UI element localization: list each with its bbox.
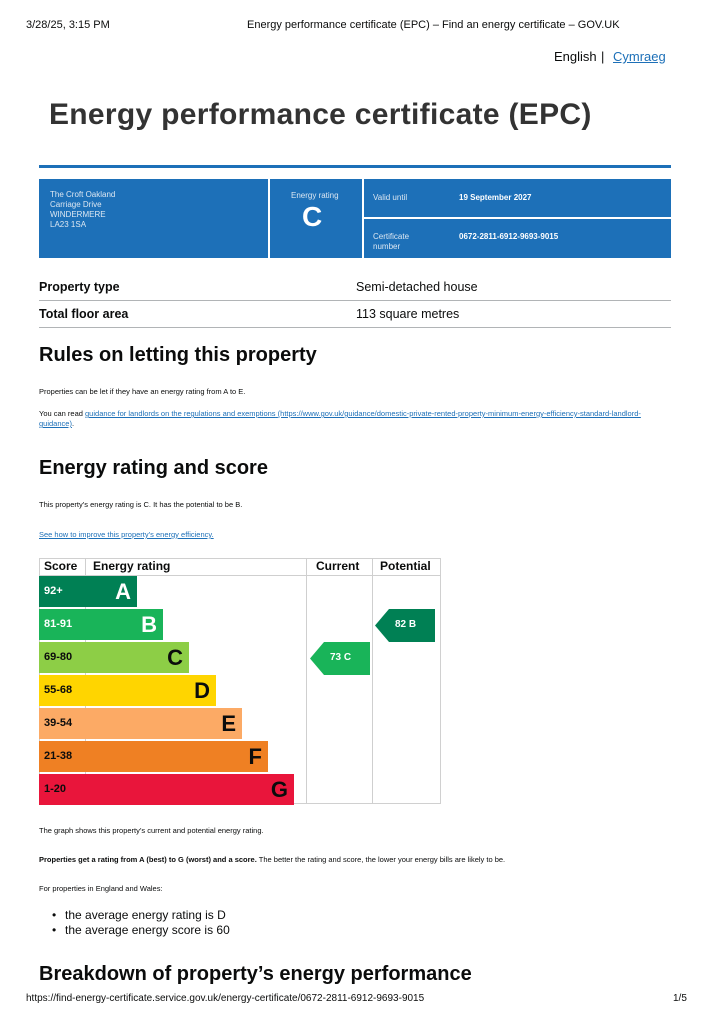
band-letter: D (194, 678, 210, 703)
chart-column-divider (306, 558, 307, 804)
band-letter: C (167, 645, 183, 670)
summary-divider (364, 217, 671, 219)
address-line: Carriage Drive (50, 200, 102, 209)
print-page-title: Energy performance certificate (EPC) – F… (247, 19, 620, 31)
address-line: The Croft Oakland (50, 190, 116, 199)
address-line: LA23 1SA (50, 220, 87, 229)
rating-intro: This property’s energy rating is C. It h… (39, 500, 243, 509)
property-type-value: Semi-detached house (356, 280, 478, 294)
energy-rating-heading: Energy rating and score (39, 457, 268, 479)
chart-caption: The graph shows this property’s current … (39, 826, 264, 835)
row-divider (39, 327, 671, 328)
landlord-guidance-paragraph: You can read guidance for landlords on t… (39, 409, 659, 429)
potential-rating-indicator: 82 B (375, 609, 435, 642)
language-english: English (554, 49, 597, 64)
rating-band-g: 1-20 G (39, 774, 294, 805)
landlord-guidance-link[interactable]: guidance for landlords on the regulation… (39, 409, 641, 428)
property-type-label: Property type (39, 280, 120, 294)
england-wales-label: For properties in England and Wales: (39, 884, 163, 893)
print-datetime: 3/28/25, 3:15 PM (26, 19, 110, 31)
guidance-link-url[interactable]: (https://www.gov.uk/guidance/domestic-pr… (39, 409, 641, 428)
potential-rating-indicator-label: 82 B (395, 619, 417, 630)
rating-band-b: 81-91 B (39, 609, 163, 640)
energy-rating-label: Energy rating (291, 191, 339, 200)
energy-rating-value: C (302, 201, 323, 232)
page-title: Energy performance certificate (EPC) (49, 98, 592, 131)
chart-header-current: Current (316, 559, 360, 573)
rating-band-c: 69-80 C (39, 642, 189, 673)
chart-header-rating: Energy rating (93, 559, 171, 573)
footer-url: https://find-energy-certificate.service.… (26, 993, 425, 1004)
band-letter: B (141, 612, 157, 637)
rating-band-d: 55-68 D (39, 675, 216, 706)
current-rating-indicator-arrow (310, 642, 370, 675)
row-divider (39, 300, 671, 301)
band-score-range: 69-80 (44, 651, 73, 663)
improve-efficiency-link[interactable]: See how to improve this property’s energ… (39, 530, 214, 539)
rating-explanation: Properties get a rating from A (best) to… (39, 855, 505, 864)
chart-column-divider (372, 558, 373, 804)
epc-summary-box: The Croft Oakland Carriage Drive WINDERM… (39, 179, 671, 258)
chart-header-divider (39, 575, 441, 576)
certificate-number-label: Certificate number (373, 232, 410, 251)
energy-rating-chart: Score Energy rating Current Potential 92… (39, 558, 441, 805)
rating-band-e: 39-54 E (39, 708, 242, 739)
band-score-range: 21-38 (44, 750, 73, 762)
language-welsh-link[interactable]: Cymraeg (613, 49, 666, 64)
letting-paragraph: Properties can be let if they have an en… (39, 387, 246, 396)
chart-header-score: Score (44, 559, 78, 573)
band-score-range: 92+ (44, 585, 63, 597)
guidance-prefix: You can read (39, 409, 86, 418)
rating-explanation-rest: The better the rating and score, the low… (256, 855, 506, 864)
floor-area-label: Total floor area (39, 307, 129, 321)
address-line: WINDERMERE (50, 210, 106, 219)
potential-rating-indicator-arrow-shape (375, 609, 435, 642)
current-rating-indicator-label: 73 C (330, 652, 352, 663)
current-rating-indicator: 73 C (310, 642, 370, 675)
property-address: The Croft Oakland Carriage Drive WINDERM… (50, 190, 115, 230)
guidance-link-text[interactable]: guidance for landlords on the regulation… (85, 409, 276, 418)
summary-divider (268, 179, 270, 258)
band-score-range: 55-68 (44, 684, 73, 696)
band-letter: A (115, 579, 131, 604)
rating-band-a: 92+ A (39, 576, 137, 607)
rating-band-f: 21-38 F (39, 741, 268, 772)
band-score-range: 81-91 (44, 618, 73, 630)
letting-heading: Rules on letting this property (39, 344, 317, 366)
list-item: the average energy score is 60 (39, 923, 230, 938)
band-score-range: 1-20 (44, 783, 67, 795)
certificate-number-value: 0672-2811-6912-9693-9015 (459, 232, 559, 241)
band-letter: F (248, 744, 262, 769)
averages-list: the average energy rating is D the avera… (39, 908, 230, 938)
valid-until-label: Valid until (373, 193, 408, 202)
current-rating-indicator-arrow-shape (310, 642, 370, 675)
floor-area-value: 113 square metres (356, 307, 460, 321)
band-score-range: 39-54 (44, 717, 73, 729)
language-separator: | (601, 49, 605, 64)
band-letter: G (270, 777, 288, 802)
valid-until-value: 19 September 2027 (459, 193, 532, 202)
rating-explanation-bold: Properties get a rating from A (best) to… (39, 855, 257, 864)
guidance-suffix: . (71, 419, 75, 428)
list-item: the average energy rating is D (39, 908, 230, 923)
band-letter: E (221, 711, 236, 736)
breakdown-heading: Breakdown of property’s energy performan… (39, 963, 472, 985)
summary-divider (362, 179, 364, 258)
footer-page-number: 1/5 (673, 993, 687, 1004)
chart-header-potential: Potential (380, 559, 431, 573)
potential-rating-indicator-arrow (375, 609, 435, 642)
title-divider (39, 165, 671, 168)
